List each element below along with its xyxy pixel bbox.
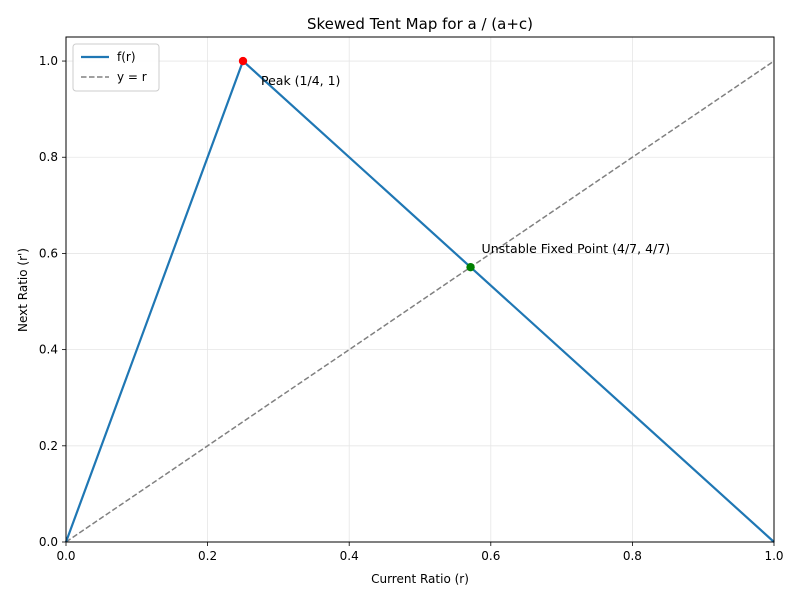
- legend: f(r) y = r: [72, 43, 160, 92]
- y-tick-label: 0.6: [39, 246, 58, 260]
- x-tick-label: 0.4: [340, 549, 359, 563]
- x-tick-label: 0.8: [623, 549, 642, 563]
- x-tick-label: 1.0: [764, 549, 783, 563]
- y-axis-label: Next Ratio (r'): [16, 248, 30, 332]
- x-axis-label: Current Ratio (r): [371, 572, 469, 586]
- points-layer: Peak (1/4, 1) Unstable Fixed Point (4/7, …: [238, 56, 671, 272]
- series-line-1: [65, 60, 775, 543]
- point-marker-0: [238, 56, 248, 66]
- y-tick-label: 0.4: [39, 343, 58, 357]
- grid: [65, 37, 775, 543]
- legend-label-0: f(r): [117, 50, 136, 64]
- point-marker-1: [466, 262, 475, 272]
- legend-label-1: y = r: [117, 70, 147, 84]
- legend-box: [72, 43, 160, 92]
- x-tick-label: 0.0: [56, 549, 75, 563]
- x-tick-label: 0.2: [198, 549, 217, 563]
- y-tick-label: 0.0: [39, 535, 58, 549]
- ticks: 0.0 0.2 0.4 0.6 0.8 1.0 0.0 0.2 0.4 0.6 0.8 1.0: [39, 54, 784, 563]
- chart-title: Skewed Tent Map for a / (a+c): [307, 15, 533, 33]
- y-tick-label: 0.8: [39, 150, 58, 164]
- y-tick-label: 1.0: [39, 54, 58, 68]
- plot-frame: [65, 36, 775, 543]
- x-tick-label: 0.6: [481, 549, 500, 563]
- y-tick-label: 0.2: [39, 439, 58, 453]
- point-annotation-0: Peak (1/4, 1): [261, 73, 340, 88]
- point-annotation-1: Unstable Fixed Point (4/7, 4/7): [482, 241, 671, 256]
